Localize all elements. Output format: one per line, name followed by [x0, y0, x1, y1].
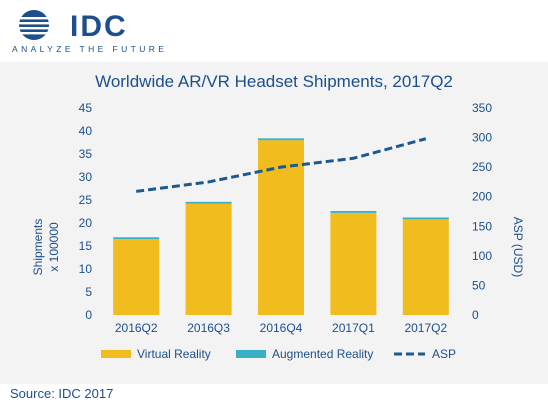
y-tick-label: 35 [79, 147, 93, 161]
logo-tagline: ANALYZE THE FUTURE [12, 44, 168, 54]
ar-bar [330, 211, 377, 213]
vr-bar [113, 239, 160, 315]
vr-bar [402, 219, 449, 315]
x-tick-label: 2016Q3 [187, 321, 230, 335]
idc-logo: IDC ANALYZE THE FUTURE [8, 8, 188, 54]
globe-icon [16, 10, 52, 40]
y-tick-label: 30 [79, 170, 93, 184]
legend-swatch-vr [101, 350, 131, 358]
y-tick-label: 15 [79, 239, 93, 253]
logo-wordmark: IDC [70, 10, 128, 43]
y2-tick-label: 200 [472, 190, 492, 204]
y-axis-label-line-1: Shipments [31, 219, 45, 276]
y2-tick-label: 0 [472, 308, 479, 322]
ar-bar [258, 138, 304, 141]
legend-label-asp: ASP [432, 347, 456, 361]
y-tick-label: 10 [79, 262, 93, 276]
chart-frame: Worldwide AR/VR Headset Shipments, 2017Q… [0, 62, 548, 384]
x-tick-label: 2017Q2 [404, 321, 447, 335]
vr-bar [185, 203, 232, 315]
ar-bar [113, 237, 160, 240]
chart: Worldwide AR/VR Headset Shipments, 2017Q… [31, 72, 525, 361]
source-note: Source: IDC 2017 [10, 386, 114, 401]
x-tick-label: 2017Q1 [332, 321, 375, 335]
ar-bar [402, 217, 449, 220]
y-tick-label: 45 [79, 101, 93, 115]
vr-bar [258, 140, 304, 315]
y-tick-label: 5 [85, 285, 92, 299]
y2-tick-label: 100 [472, 249, 492, 263]
y-axis-label-line-2: x 100000 [47, 222, 61, 272]
ar-bar [185, 201, 232, 204]
y2-axis-label: ASP (USD) [511, 217, 525, 277]
y-tick-label: 20 [79, 216, 93, 230]
y2-tick-label: 250 [472, 160, 492, 174]
y2-tick-label: 50 [472, 278, 486, 292]
y-tick-label: 25 [79, 193, 93, 207]
chart-title: Worldwide AR/VR Headset Shipments, 2017Q… [95, 72, 453, 91]
y-tick-label: 40 [79, 124, 93, 138]
y-tick-label: 0 [85, 308, 92, 322]
y2-tick-label: 300 [472, 131, 492, 145]
y2-tick-label: 150 [472, 219, 492, 233]
x-tick-label: 2016Q4 [260, 321, 303, 335]
vr-bar [330, 212, 377, 315]
x-tick-label: 2016Q2 [115, 321, 158, 335]
legend-swatch-ar [236, 350, 266, 358]
legend-label-ar: Augmented Reality [272, 347, 373, 361]
y2-tick-label: 350 [472, 101, 492, 115]
legend-label-vr: Virtual Reality [137, 347, 211, 361]
